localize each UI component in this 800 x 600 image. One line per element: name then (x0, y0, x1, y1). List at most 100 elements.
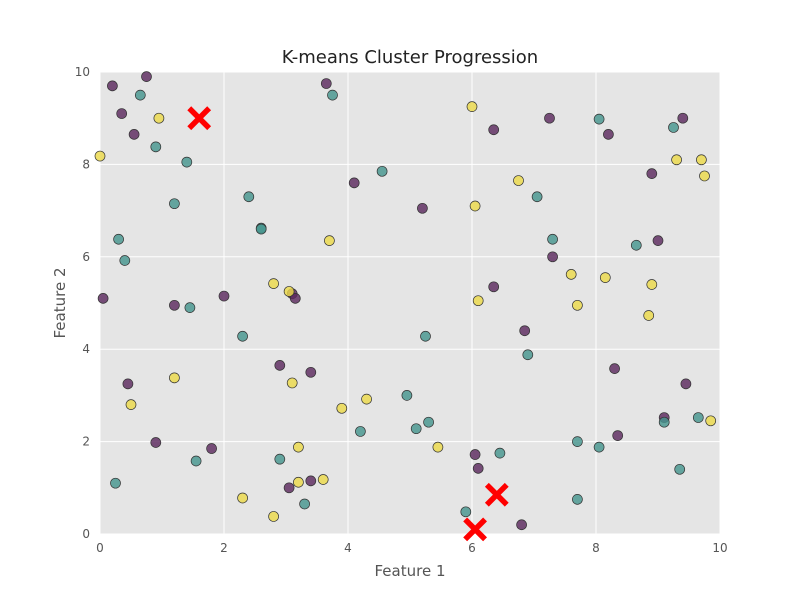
data-point-teal (658, 416, 670, 428)
data-point-teal (299, 498, 310, 510)
centroid-x-marker (187, 106, 212, 131)
data-point-yellow (643, 310, 655, 321)
x-tick-label: 10 (712, 541, 727, 555)
y-tick-labels: 0 2 4 6 8 10 (75, 65, 90, 541)
data-point-teal (355, 426, 366, 437)
data-point-teal (630, 239, 642, 251)
data-point-yellow (286, 377, 298, 389)
data-point-purple (609, 363, 620, 374)
data-point-yellow (565, 269, 577, 280)
data-point-teal (572, 436, 583, 447)
data-point-purple (612, 430, 624, 441)
data-point-yellow (324, 235, 335, 246)
grid-lines (99, 71, 721, 535)
data-point-purple (519, 325, 531, 337)
data-point-purple (218, 290, 230, 302)
data-point-purple (646, 168, 658, 179)
x-tick-labels: 0 2 4 6 8 10 (96, 541, 727, 555)
data-point-purple (320, 78, 332, 89)
data-point-yellow (293, 441, 304, 453)
data-point-yellow (699, 170, 710, 182)
y-tick-label: 8 (82, 157, 90, 171)
data-point-yellow (317, 474, 329, 485)
data-point-purple (417, 202, 428, 214)
x-tick-label: 0 (96, 541, 104, 555)
data-point-purple (97, 293, 109, 304)
data-point-teal (376, 165, 388, 177)
data-point-purple (116, 108, 128, 119)
data-point-purple (603, 129, 614, 140)
data-point-teal (531, 191, 543, 203)
data-point-teal (181, 156, 193, 168)
data-point-teal (547, 233, 558, 245)
data-point-teal (190, 455, 202, 467)
data-point-yellow (268, 511, 279, 522)
data-point-teal (522, 349, 534, 361)
x-tick-label: 2 (220, 541, 228, 555)
data-point-yellow (513, 175, 524, 186)
data-point-purple (128, 129, 140, 140)
data-point-teal (327, 89, 338, 101)
y-tick-label: 2 (82, 435, 90, 449)
data-point-teal (274, 453, 286, 465)
data-point-teal (184, 302, 196, 313)
data-point-purple (469, 449, 481, 460)
x-tick-label: 6 (468, 541, 476, 555)
data-point-purple (488, 281, 500, 293)
data-point-yellow (671, 154, 682, 166)
data-point-purple (516, 519, 527, 531)
data-point-teal (420, 330, 431, 342)
data-point-teal (692, 412, 704, 423)
data-point-yellow (237, 492, 248, 504)
data-point-purple (472, 463, 484, 474)
data-point-teal (255, 223, 267, 235)
data-point-teal (674, 463, 686, 475)
data-point-purple (283, 482, 295, 494)
data-point-teal (494, 447, 506, 459)
data-point-teal (134, 89, 146, 101)
data-point-teal (668, 122, 679, 133)
data-point-purple (680, 378, 692, 390)
data-point-teal (401, 390, 413, 401)
chart-title: K-means Cluster Progression (282, 47, 538, 68)
data-point-yellow (283, 286, 295, 297)
data-point-purple (122, 378, 134, 390)
centroid-markers (187, 106, 509, 542)
y-tick-label: 4 (82, 342, 90, 356)
data-point-purple (547, 251, 558, 263)
y-tick-label: 0 (82, 527, 90, 541)
data-point-purple (289, 293, 301, 304)
data-point-yellow (646, 279, 658, 290)
data-point-yellow (705, 415, 717, 427)
data-point-teal (110, 477, 121, 489)
centroid-x-marker (484, 482, 509, 507)
data-point-purple (652, 235, 664, 246)
data-point-yellow (94, 150, 106, 162)
data-point-purple (107, 80, 118, 92)
data-point-teal (150, 141, 162, 153)
data-point-yellow (293, 476, 304, 488)
data-point-yellow (169, 372, 180, 384)
data-point-teal (460, 506, 472, 518)
data-point-teal (410, 423, 422, 435)
data-point-teal (113, 233, 124, 245)
data-point-purple (488, 124, 500, 136)
data-point-yellow (466, 101, 478, 113)
data-point-purple (544, 112, 555, 124)
data-point-yellow (599, 272, 611, 283)
data-point-yellow (361, 393, 372, 405)
data-point-yellow (432, 441, 444, 453)
centroid-x-marker (463, 517, 487, 542)
data-point-purple (150, 437, 162, 448)
data-point-teal (593, 441, 605, 453)
plot-background (100, 72, 720, 534)
x-tick-label: 4 (344, 541, 352, 555)
data-point-teal (572, 494, 583, 505)
data-point-yellow (469, 200, 481, 212)
y-axis-label: Feature 2 (51, 268, 69, 339)
data-point-purple (305, 475, 317, 487)
data-point-purple (274, 360, 286, 371)
data-point-purple (141, 71, 152, 82)
data-point-yellow (472, 295, 484, 307)
